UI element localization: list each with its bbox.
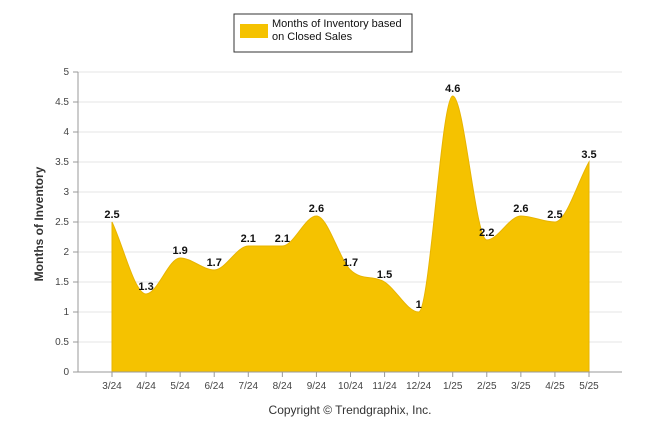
data-label: 2.6 (513, 203, 528, 215)
legend-label-line2: on Closed Sales (272, 31, 353, 43)
data-label: 2.1 (275, 233, 290, 245)
y-tick-label: 4 (63, 127, 69, 138)
y-tick-label: 1 (63, 307, 69, 318)
x-tick-label: 9/24 (307, 381, 327, 392)
x-tick-label: 10/24 (338, 381, 363, 392)
data-label: 2.6 (309, 203, 324, 215)
y-tick-label: 2 (63, 247, 69, 258)
data-label: 1.9 (172, 245, 187, 257)
x-tick-label: 11/24 (372, 381, 397, 392)
data-labels: 2.5 1.3 1.9 1.7 2.1 2.1 2.6 1.7 1.5 1 4.6 2.2 2.6 2.5… (104, 83, 596, 311)
data-label: 2.5 (104, 209, 119, 221)
x-tick-label: 5/24 (170, 381, 190, 392)
x-tick-label: 2/25 (477, 381, 497, 392)
data-label: 1.5 (377, 269, 392, 281)
data-label: 2.5 (547, 209, 562, 221)
y-axis-title: Months of Inventory (32, 166, 46, 281)
y-tick-label: 0.5 (55, 337, 69, 348)
x-tick-label: 3/25 (511, 381, 531, 392)
series-area (111, 95, 590, 373)
y-tick-label: 5 (63, 67, 69, 78)
x-tick-label: 8/24 (273, 381, 293, 392)
y-tick-label: 3 (63, 187, 69, 198)
x-tick-label: 5/25 (579, 381, 599, 392)
x-tick-label: 7/24 (239, 381, 259, 392)
x-axis: 3/24 4/24 5/24 6/24 7/24 8/24 9/24 10/24 11/24 12… (78, 371, 622, 392)
x-tick-label: 4/25 (545, 381, 565, 392)
legend-label-line1: Months of Inventory based (272, 18, 402, 30)
x-tick-label: 4/24 (136, 381, 156, 392)
data-label: 1.7 (207, 257, 222, 269)
x-tick-label: 12/24 (406, 381, 431, 392)
data-label: 1 (416, 299, 422, 311)
x-tick-label: 3/24 (102, 381, 122, 392)
y-tick-label: 3.5 (55, 157, 69, 168)
data-label: 4.6 (445, 83, 460, 95)
data-label: 1.3 (138, 281, 153, 293)
data-label: 2.2 (479, 227, 494, 239)
y-tick-label: 1.5 (55, 277, 69, 288)
area-fill (111, 95, 590, 373)
legend: Months of Inventory based on Closed Sale… (233, 13, 413, 53)
y-tick-label: 2.5 (55, 217, 69, 228)
x-tick-label: 1/25 (443, 381, 463, 392)
data-label: 1.7 (343, 257, 358, 269)
data-label: 3.5 (581, 149, 596, 161)
y-axis: 0 0.5 1 1.5 2 2.5 3 3.5 4 4.5 5 (55, 67, 79, 378)
y-tick-label: 0 (63, 367, 69, 378)
copyright-text: Copyright © Trendgraphix, Inc. (269, 403, 432, 417)
x-tick-label: 6/24 (204, 381, 224, 392)
legend-swatch (240, 24, 268, 38)
y-tick-label: 4.5 (55, 97, 69, 108)
data-label: 2.1 (241, 233, 256, 245)
